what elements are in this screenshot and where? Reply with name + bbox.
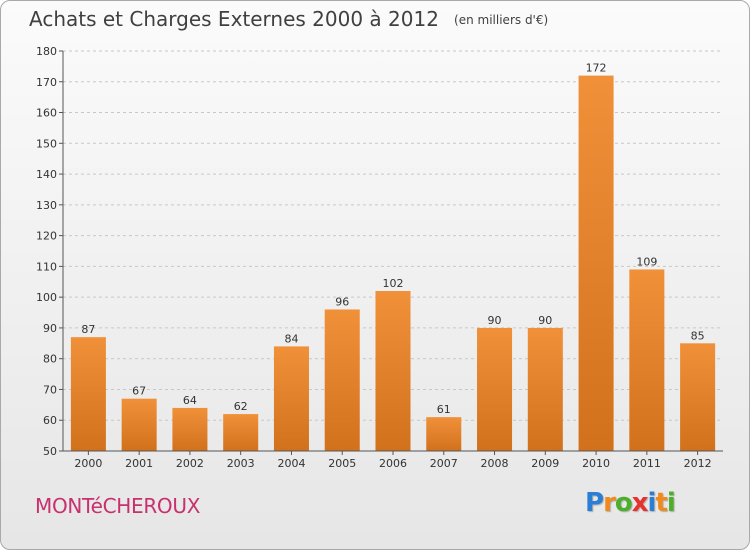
y-tick-label: 180: [36, 45, 57, 58]
bar-2008: [477, 327, 513, 451]
x-tick-label-2012: 2012: [684, 457, 712, 470]
x-tick-label-2009: 2009: [531, 457, 559, 470]
x-tick-label-2011: 2011: [633, 457, 661, 470]
y-tick-label: 160: [36, 107, 57, 120]
value-label-2004: 84: [284, 332, 298, 345]
logo-letter: i: [666, 488, 676, 518]
bar-2003: [223, 414, 259, 451]
value-label-2010: 172: [586, 62, 607, 75]
bar-2002: [172, 407, 208, 451]
x-tick-label-2003: 2003: [227, 457, 255, 470]
bar-2005: [324, 309, 360, 451]
logo-letter: t: [655, 488, 667, 518]
value-label-2012: 85: [691, 329, 705, 342]
y-tick-label: 50: [43, 445, 57, 458]
labels: 50 60 70 80 90 100 110 120 130 140 150 160 170 180 87 2…: [36, 45, 712, 470]
x-tick-label-2001: 2001: [125, 457, 153, 470]
value-label-2003: 62: [234, 400, 248, 413]
x-tick-label-2008: 2008: [481, 457, 509, 470]
bar-2007: [426, 417, 462, 451]
logo-letter: i: [647, 488, 657, 518]
y-tick-label: 100: [36, 291, 57, 304]
x-tick-label-2002: 2002: [176, 457, 204, 470]
value-label-2006: 102: [383, 277, 404, 290]
y-tick-label: 80: [43, 353, 57, 366]
y-tick-label: 170: [36, 76, 57, 89]
y-tick-label: 70: [43, 383, 57, 396]
bar-2009: [527, 327, 563, 451]
proxiti-logo: Proxiti: [585, 488, 676, 518]
bars: [70, 75, 716, 451]
x-tick-label-2010: 2010: [582, 457, 610, 470]
x-tick-label-2004: 2004: [277, 457, 305, 470]
y-tick-label: 150: [36, 137, 57, 150]
y-tick-label: 90: [43, 322, 57, 335]
x-tick-label-2000: 2000: [74, 457, 102, 470]
y-tick-label: 60: [43, 414, 57, 427]
logo-letter: o: [614, 488, 633, 518]
title-row: Achats et Charges Externes 2000 à 2012 (…: [29, 7, 548, 31]
y-tick-label: 110: [36, 260, 57, 273]
value-label-2001: 67: [132, 385, 146, 398]
chart-title: Achats et Charges Externes 2000 à 2012: [29, 7, 439, 31]
bar-2011: [629, 269, 665, 451]
logo-letter: P: [585, 488, 604, 518]
chart-subtitle: (en milliers d'€): [454, 13, 549, 27]
value-label-2005: 96: [335, 295, 349, 308]
commune-name: MONTéCHEROUX: [35, 494, 201, 518]
value-label-2000: 87: [81, 323, 95, 336]
value-label-2009: 90: [538, 314, 552, 327]
value-label-2007: 61: [437, 403, 451, 416]
bar-2012: [680, 343, 716, 451]
y-tick-label: 130: [36, 199, 57, 212]
value-label-2008: 90: [488, 314, 502, 327]
logo-letter: r: [603, 488, 616, 518]
value-label-2011: 109: [636, 255, 657, 268]
bar-2004: [273, 346, 309, 451]
x-tick-label-2007: 2007: [430, 457, 458, 470]
value-label-2002: 64: [183, 394, 197, 407]
logo-letter: x: [631, 488, 649, 518]
bar-2010: [578, 75, 614, 451]
bar-2001: [121, 398, 157, 451]
y-tick-label: 140: [36, 168, 57, 181]
x-tick-label-2006: 2006: [379, 457, 407, 470]
bar-2006: [375, 291, 411, 451]
x-tick-label-2005: 2005: [328, 457, 356, 470]
bar-2000: [70, 337, 106, 451]
y-tick-label: 120: [36, 230, 57, 243]
axes: [59, 50, 723, 455]
